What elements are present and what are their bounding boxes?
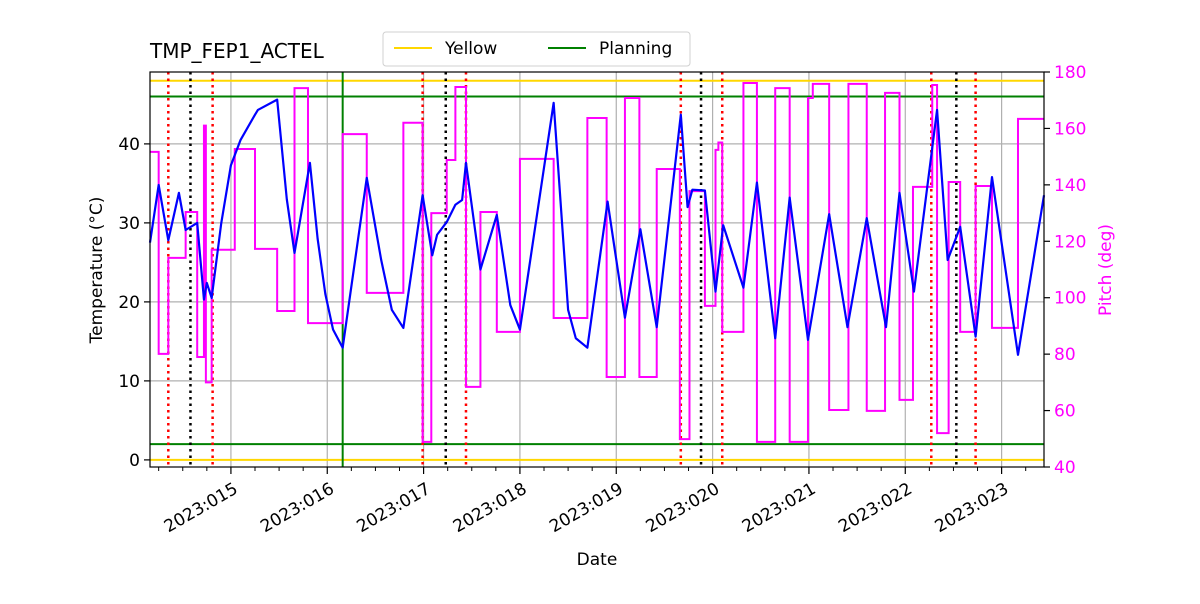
y-tick-label: 0	[129, 451, 140, 471]
chart-title: TMP_FEP1_ACTEL	[149, 39, 325, 63]
series	[148, 82, 1046, 443]
y-tick-label: 40	[118, 135, 140, 155]
x-tick-label: 2023:015	[161, 479, 242, 537]
y2-tick-label: 120	[1054, 232, 1086, 252]
y2-axis-label: Pitch (deg)	[1096, 224, 1116, 316]
x-tick-label: 2023:018	[450, 479, 531, 537]
limit-lines	[150, 79, 1044, 461]
pitch-line	[150, 82, 1044, 443]
legend-label-planning: Planning	[599, 39, 672, 59]
y2-tick-label: 140	[1054, 176, 1086, 196]
y2-tick-label: 60	[1054, 402, 1076, 422]
x-tick-label: 2023:016	[257, 479, 338, 537]
y2-tick-label: 100	[1054, 289, 1086, 309]
y2-tick-label: 180	[1054, 63, 1086, 83]
y2-tick-label: 80	[1054, 345, 1076, 365]
event-lines	[167, 72, 977, 467]
y-tick-label: 30	[118, 214, 140, 234]
temperature-line	[148, 98, 1046, 356]
y-axis-label: Temperature (°C)	[87, 197, 107, 345]
x-tick-label: 2023:022	[835, 479, 916, 537]
x-tick-label: 2023:021	[739, 479, 820, 537]
legend-box	[382, 31, 691, 67]
legend-label-yellow: Yellow	[444, 39, 497, 59]
y2-tick-label: 40	[1054, 458, 1076, 478]
plot-frame	[149, 71, 1045, 468]
y-tick-label: 20	[118, 293, 140, 313]
axes: 2023:015 2023:016 2023:017 2023:018 2023:019…	[118, 63, 1086, 537]
y-tick-label: 10	[118, 372, 140, 392]
x-axis-label: Date	[577, 550, 618, 570]
x-tick-label: 2023:020	[643, 479, 724, 537]
y2-tick-label: 160	[1054, 119, 1086, 139]
legend: Yellow Planning	[382, 31, 691, 67]
x-tick-label: 2023:017	[354, 479, 435, 537]
x-tick-label: 2023:019	[546, 479, 627, 537]
x-tick-label: 2023:023	[932, 479, 1013, 537]
